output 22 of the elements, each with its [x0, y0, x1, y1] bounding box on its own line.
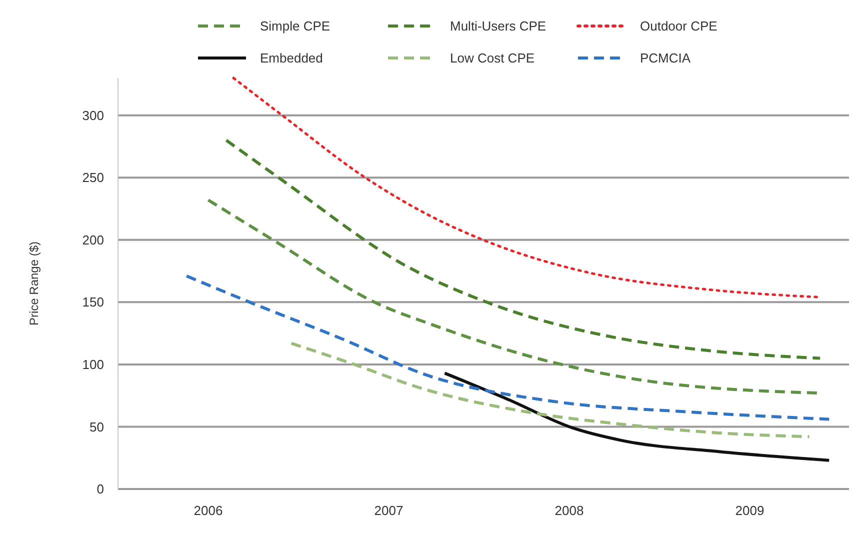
y-axis-title: Price Range ($)	[27, 241, 41, 326]
x-tick-label: 2006	[194, 503, 223, 518]
y-tick-label: 250	[82, 170, 104, 186]
y-tick-label: 50	[90, 419, 104, 434]
line-series	[290, 342, 811, 438]
legend-label: PCMCIA	[640, 50, 691, 66]
x-tick-label: 2007	[374, 503, 404, 518]
y-tick-label: 200	[82, 232, 104, 248]
line-series	[185, 274, 831, 421]
line-series	[443, 372, 831, 462]
y-tick-label: 150	[82, 294, 104, 310]
x-tick-label: 2008	[554, 503, 584, 518]
legend-label: Embedded	[260, 50, 323, 66]
line-series	[224, 138, 822, 360]
y-tick-label: 0	[96, 482, 104, 497]
legend-label: Low Cost CPE	[450, 50, 535, 66]
legend-label: Outdoor CPE	[640, 18, 718, 34]
legend-label: Multi-Users CPE	[450, 18, 546, 34]
x-tick-label: 2009	[735, 503, 764, 518]
y-tick-label: 300	[82, 108, 104, 123]
y-tick-label: 100	[82, 357, 104, 372]
legend-label: Simple CPE	[260, 18, 330, 34]
